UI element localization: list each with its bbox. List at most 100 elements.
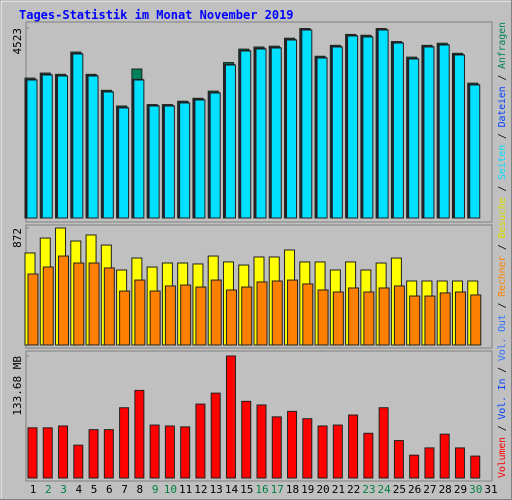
- bar: [392, 42, 404, 219]
- bar: [286, 39, 298, 219]
- bar: [287, 410, 298, 479]
- bar: [148, 105, 160, 219]
- bar: [149, 290, 161, 346]
- y-tick-label: 133.68 MB: [11, 356, 24, 416]
- legend-entry: Anfragen: [497, 22, 508, 69]
- legend-entry: Dateien: [497, 86, 508, 127]
- bar: [26, 79, 38, 219]
- bar: [271, 416, 282, 479]
- legend: Volumen / Vol. In / Vol. Out / Rechner /…: [497, 22, 508, 478]
- x-tick-label: 5: [91, 483, 98, 496]
- bar: [439, 292, 451, 346]
- x-tick-label: 24: [378, 483, 392, 496]
- bar: [363, 291, 375, 346]
- bar: [378, 407, 389, 479]
- legend-entry: Volumen: [497, 437, 508, 478]
- bar: [438, 44, 450, 219]
- x-tick-label: 12: [194, 483, 207, 496]
- bar: [271, 280, 283, 346]
- bar: [179, 102, 191, 219]
- bar: [225, 289, 237, 346]
- x-tick-label: 22: [347, 483, 360, 496]
- bar: [58, 255, 70, 346]
- bar: [255, 48, 267, 219]
- bar: [224, 64, 236, 219]
- bar: [119, 290, 131, 346]
- bar: [347, 35, 359, 219]
- legend-entry: Vol. Out: [497, 314, 508, 361]
- bar: [423, 46, 435, 219]
- bar: [332, 424, 343, 479]
- bar: [102, 91, 114, 219]
- bar: [270, 47, 282, 219]
- bar: [348, 414, 359, 479]
- legend-entry: Seiten: [497, 145, 508, 180]
- bar: [377, 29, 389, 219]
- bar: [210, 392, 221, 479]
- x-tick-label: 19: [301, 483, 314, 496]
- bar: [195, 286, 207, 346]
- x-tick-label: 15: [240, 483, 253, 496]
- bar: [209, 92, 221, 219]
- bar: [424, 295, 436, 346]
- bar: [363, 432, 374, 479]
- bar: [256, 281, 268, 346]
- legend-entry: Besuche: [497, 197, 508, 238]
- bar: [180, 426, 191, 479]
- x-tick-label: 18: [286, 483, 299, 496]
- x-tick-label: 31: [484, 483, 497, 496]
- bar: [42, 427, 53, 479]
- x-tick-label: 25: [393, 483, 406, 496]
- legend-separator: /: [497, 297, 508, 315]
- x-tick-label: 9: [152, 483, 159, 496]
- legend-entry: Rechner: [497, 256, 508, 297]
- bar: [348, 287, 360, 346]
- y-tick-label: 4523: [11, 28, 24, 55]
- bar: [331, 46, 343, 219]
- bar: [393, 285, 405, 346]
- bar: [164, 425, 175, 479]
- legend-separator: /: [497, 238, 508, 256]
- bar: [439, 433, 450, 479]
- bar: [454, 291, 466, 346]
- legend-separator: /: [497, 361, 508, 379]
- bar: [27, 427, 38, 479]
- x-tick-label: 23: [362, 483, 375, 496]
- x-tick-label: 4: [75, 483, 82, 496]
- bar: [453, 54, 465, 219]
- bar: [378, 287, 390, 346]
- bar: [118, 107, 130, 219]
- x-tick-label: 6: [106, 483, 113, 496]
- x-tick-label: 30: [469, 483, 482, 496]
- x-tick-label: 20: [316, 483, 329, 496]
- bar: [119, 407, 130, 479]
- chart-title: Tages-Statistik im Monat November 2019: [19, 8, 294, 22]
- x-tick-label: 2: [45, 483, 52, 496]
- bar: [332, 291, 344, 346]
- bar: [72, 53, 84, 219]
- legend-separator: /: [497, 419, 508, 437]
- bar: [393, 440, 404, 479]
- bar: [408, 58, 420, 219]
- bar: [195, 403, 206, 479]
- bar: [301, 29, 313, 219]
- bar: [88, 262, 100, 346]
- bar: [58, 425, 69, 479]
- bar: [87, 75, 99, 219]
- bar: [41, 74, 53, 219]
- x-tick-label: 11: [179, 483, 192, 496]
- x-tick-label: 1: [30, 483, 37, 496]
- bar: [240, 50, 252, 219]
- bar: [103, 429, 114, 479]
- bar: [241, 400, 252, 479]
- bar: [287, 279, 299, 346]
- bar: [194, 99, 206, 219]
- bar: [470, 455, 481, 479]
- bar: [42, 266, 54, 346]
- bar: [241, 286, 253, 346]
- bar: [469, 84, 481, 219]
- bar: [163, 105, 175, 219]
- x-tick-label: 21: [332, 483, 345, 496]
- x-tick-label: 10: [164, 483, 177, 496]
